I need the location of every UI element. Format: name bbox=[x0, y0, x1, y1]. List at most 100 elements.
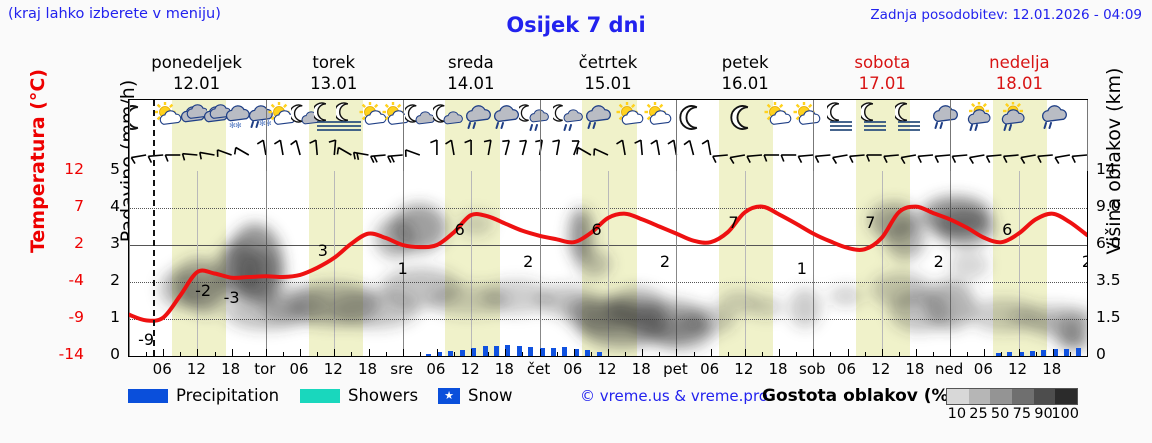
x-tick-mark bbox=[402, 349, 404, 356]
chart-legend: Precipitation Showers ★ Snow © vreme.us … bbox=[128, 386, 1148, 432]
day-separator-3 bbox=[539, 171, 541, 356]
x-tick-label: 12 bbox=[186, 360, 206, 378]
x-tick-mark bbox=[847, 349, 849, 356]
x-minor-tick bbox=[727, 352, 729, 356]
midday-line-1 bbox=[334, 171, 336, 356]
weather-icon-cloud-rain bbox=[462, 102, 492, 137]
temperature-value-label: 2 bbox=[659, 252, 671, 272]
weather-icon-moon-fog bbox=[313, 102, 344, 137]
cloud-tick-5: 0 bbox=[1096, 345, 1106, 363]
x-tick-mark bbox=[573, 349, 575, 356]
precip-tick-1: 4 bbox=[110, 197, 120, 215]
weather-icon-moon-fog bbox=[895, 102, 925, 137]
x-tick-mark bbox=[779, 349, 781, 356]
x-minor-tick bbox=[625, 352, 627, 356]
day-name: četrtek bbox=[578, 53, 638, 72]
x-tick-label: čet bbox=[526, 360, 551, 378]
x-tick-mark bbox=[881, 349, 883, 356]
precipitation-bar bbox=[1041, 350, 1047, 356]
day-name: torek bbox=[312, 53, 356, 72]
precipitation-bar bbox=[1007, 352, 1013, 356]
day-date: 18.01 bbox=[995, 74, 1044, 93]
temperature-value-label: 1 bbox=[397, 259, 408, 279]
x-tick-mark bbox=[300, 349, 302, 356]
copyright-link[interactable]: © vreme.us & vreme.pro bbox=[580, 387, 768, 405]
cloud-scale-label: 90 bbox=[1034, 406, 1053, 422]
precip-tick-2: 3 bbox=[110, 234, 120, 252]
wind-barb-row bbox=[129, 139, 1087, 171]
cloud-scale-label: 100 bbox=[1051, 406, 1079, 422]
x-minor-tick bbox=[659, 352, 661, 356]
day-separator-top-1 bbox=[265, 100, 267, 171]
x-tick-label: pet bbox=[663, 360, 688, 378]
weather-icon-moon-fog bbox=[336, 102, 366, 137]
cloud-scale-step-3 bbox=[1012, 389, 1034, 404]
x-tick-label: 06 bbox=[289, 360, 309, 378]
precipitation-bar bbox=[1064, 348, 1070, 356]
precip-tick-4: 1 bbox=[110, 308, 120, 326]
day-header-0: ponedeljek 12.01 bbox=[128, 52, 265, 96]
day-date: 12.01 bbox=[172, 74, 221, 93]
midday-line-5 bbox=[881, 171, 883, 356]
temp-tick-5: -14 bbox=[58, 345, 84, 363]
weather-icon-sun-cloud bbox=[359, 102, 389, 137]
x-tick-mark bbox=[231, 349, 233, 356]
precipitation-bar bbox=[482, 346, 488, 356]
x-minor-tick bbox=[522, 352, 524, 356]
day-date: 17.01 bbox=[858, 74, 906, 93]
day-header-2: sreda 14.01 bbox=[402, 52, 539, 96]
day-name: petek bbox=[721, 53, 769, 72]
x-minor-tick bbox=[590, 352, 592, 356]
x-tick-label: 18 bbox=[494, 360, 514, 378]
x-tick-mark bbox=[642, 349, 644, 356]
day-separator-top-2 bbox=[402, 100, 404, 171]
weather-icon-sun-cloud bbox=[154, 102, 184, 137]
x-minor-tick bbox=[351, 352, 353, 356]
precipitation-bar bbox=[448, 350, 454, 356]
daylight-band-6 bbox=[992, 139, 1048, 171]
x-tick-label: 12 bbox=[597, 360, 617, 378]
meteogram-plot[interactable]: ✻✻✻✻ -9-2-3316262717262 bbox=[128, 99, 1088, 357]
precipitation-bar bbox=[459, 350, 465, 356]
temperature-value-label: -3 bbox=[223, 287, 240, 307]
legend-showers-label: Showers bbox=[348, 386, 419, 405]
x-minor-tick bbox=[146, 352, 148, 356]
weather-icon-cloud-rain bbox=[490, 102, 520, 137]
day-separator-0 bbox=[129, 171, 130, 356]
x-tick-mark bbox=[676, 349, 678, 356]
weather-icon-row: ✻ ✻ ✻ ✻ bbox=[129, 100, 1087, 139]
x-tick-label: 12 bbox=[871, 360, 891, 378]
weather-icon-moon-rain bbox=[518, 102, 549, 137]
x-minor-tick bbox=[454, 352, 456, 356]
temperature-value-label: 3 bbox=[317, 241, 328, 261]
x-tick-mark bbox=[813, 349, 815, 356]
temperature-value-label: 2 bbox=[523, 252, 534, 272]
x-tick-label: sre bbox=[390, 360, 414, 378]
precipitation-bar bbox=[425, 353, 431, 356]
x-minor-tick bbox=[282, 352, 284, 356]
precipitation-bar bbox=[573, 348, 579, 356]
legend-snow-label: Snow bbox=[468, 386, 513, 405]
precipitation-bar bbox=[596, 352, 602, 356]
x-tick-label: ned bbox=[935, 360, 964, 378]
cloud-scale-label: 50 bbox=[990, 406, 1010, 422]
x-minor-tick bbox=[693, 352, 695, 356]
precipitation-bar bbox=[505, 344, 511, 356]
x-tick-mark bbox=[915, 349, 917, 356]
precip-tick-5: 0 bbox=[110, 345, 120, 363]
x-minor-tick bbox=[317, 352, 319, 356]
temperature-value-label: 1 bbox=[796, 259, 807, 279]
temp-tick-0: 12 bbox=[64, 160, 84, 178]
wind-barbs-layer bbox=[129, 139, 1087, 165]
x-minor-tick bbox=[1069, 352, 1071, 356]
midday-line-4 bbox=[744, 171, 746, 356]
day-header-5: sobota 17.01 bbox=[814, 52, 951, 96]
precipitation-bar bbox=[1029, 350, 1035, 356]
day-name: ponedeljek bbox=[151, 53, 242, 72]
cloud-scale-label: 10 bbox=[947, 406, 967, 422]
x-tick-label: 12 bbox=[323, 360, 343, 378]
x-tick-label: 06 bbox=[152, 360, 172, 378]
cloud-tick-3: 3.5 bbox=[1096, 271, 1121, 289]
weather-icon-sun-cloud-rain bbox=[964, 102, 994, 137]
x-minor-tick bbox=[385, 352, 387, 356]
